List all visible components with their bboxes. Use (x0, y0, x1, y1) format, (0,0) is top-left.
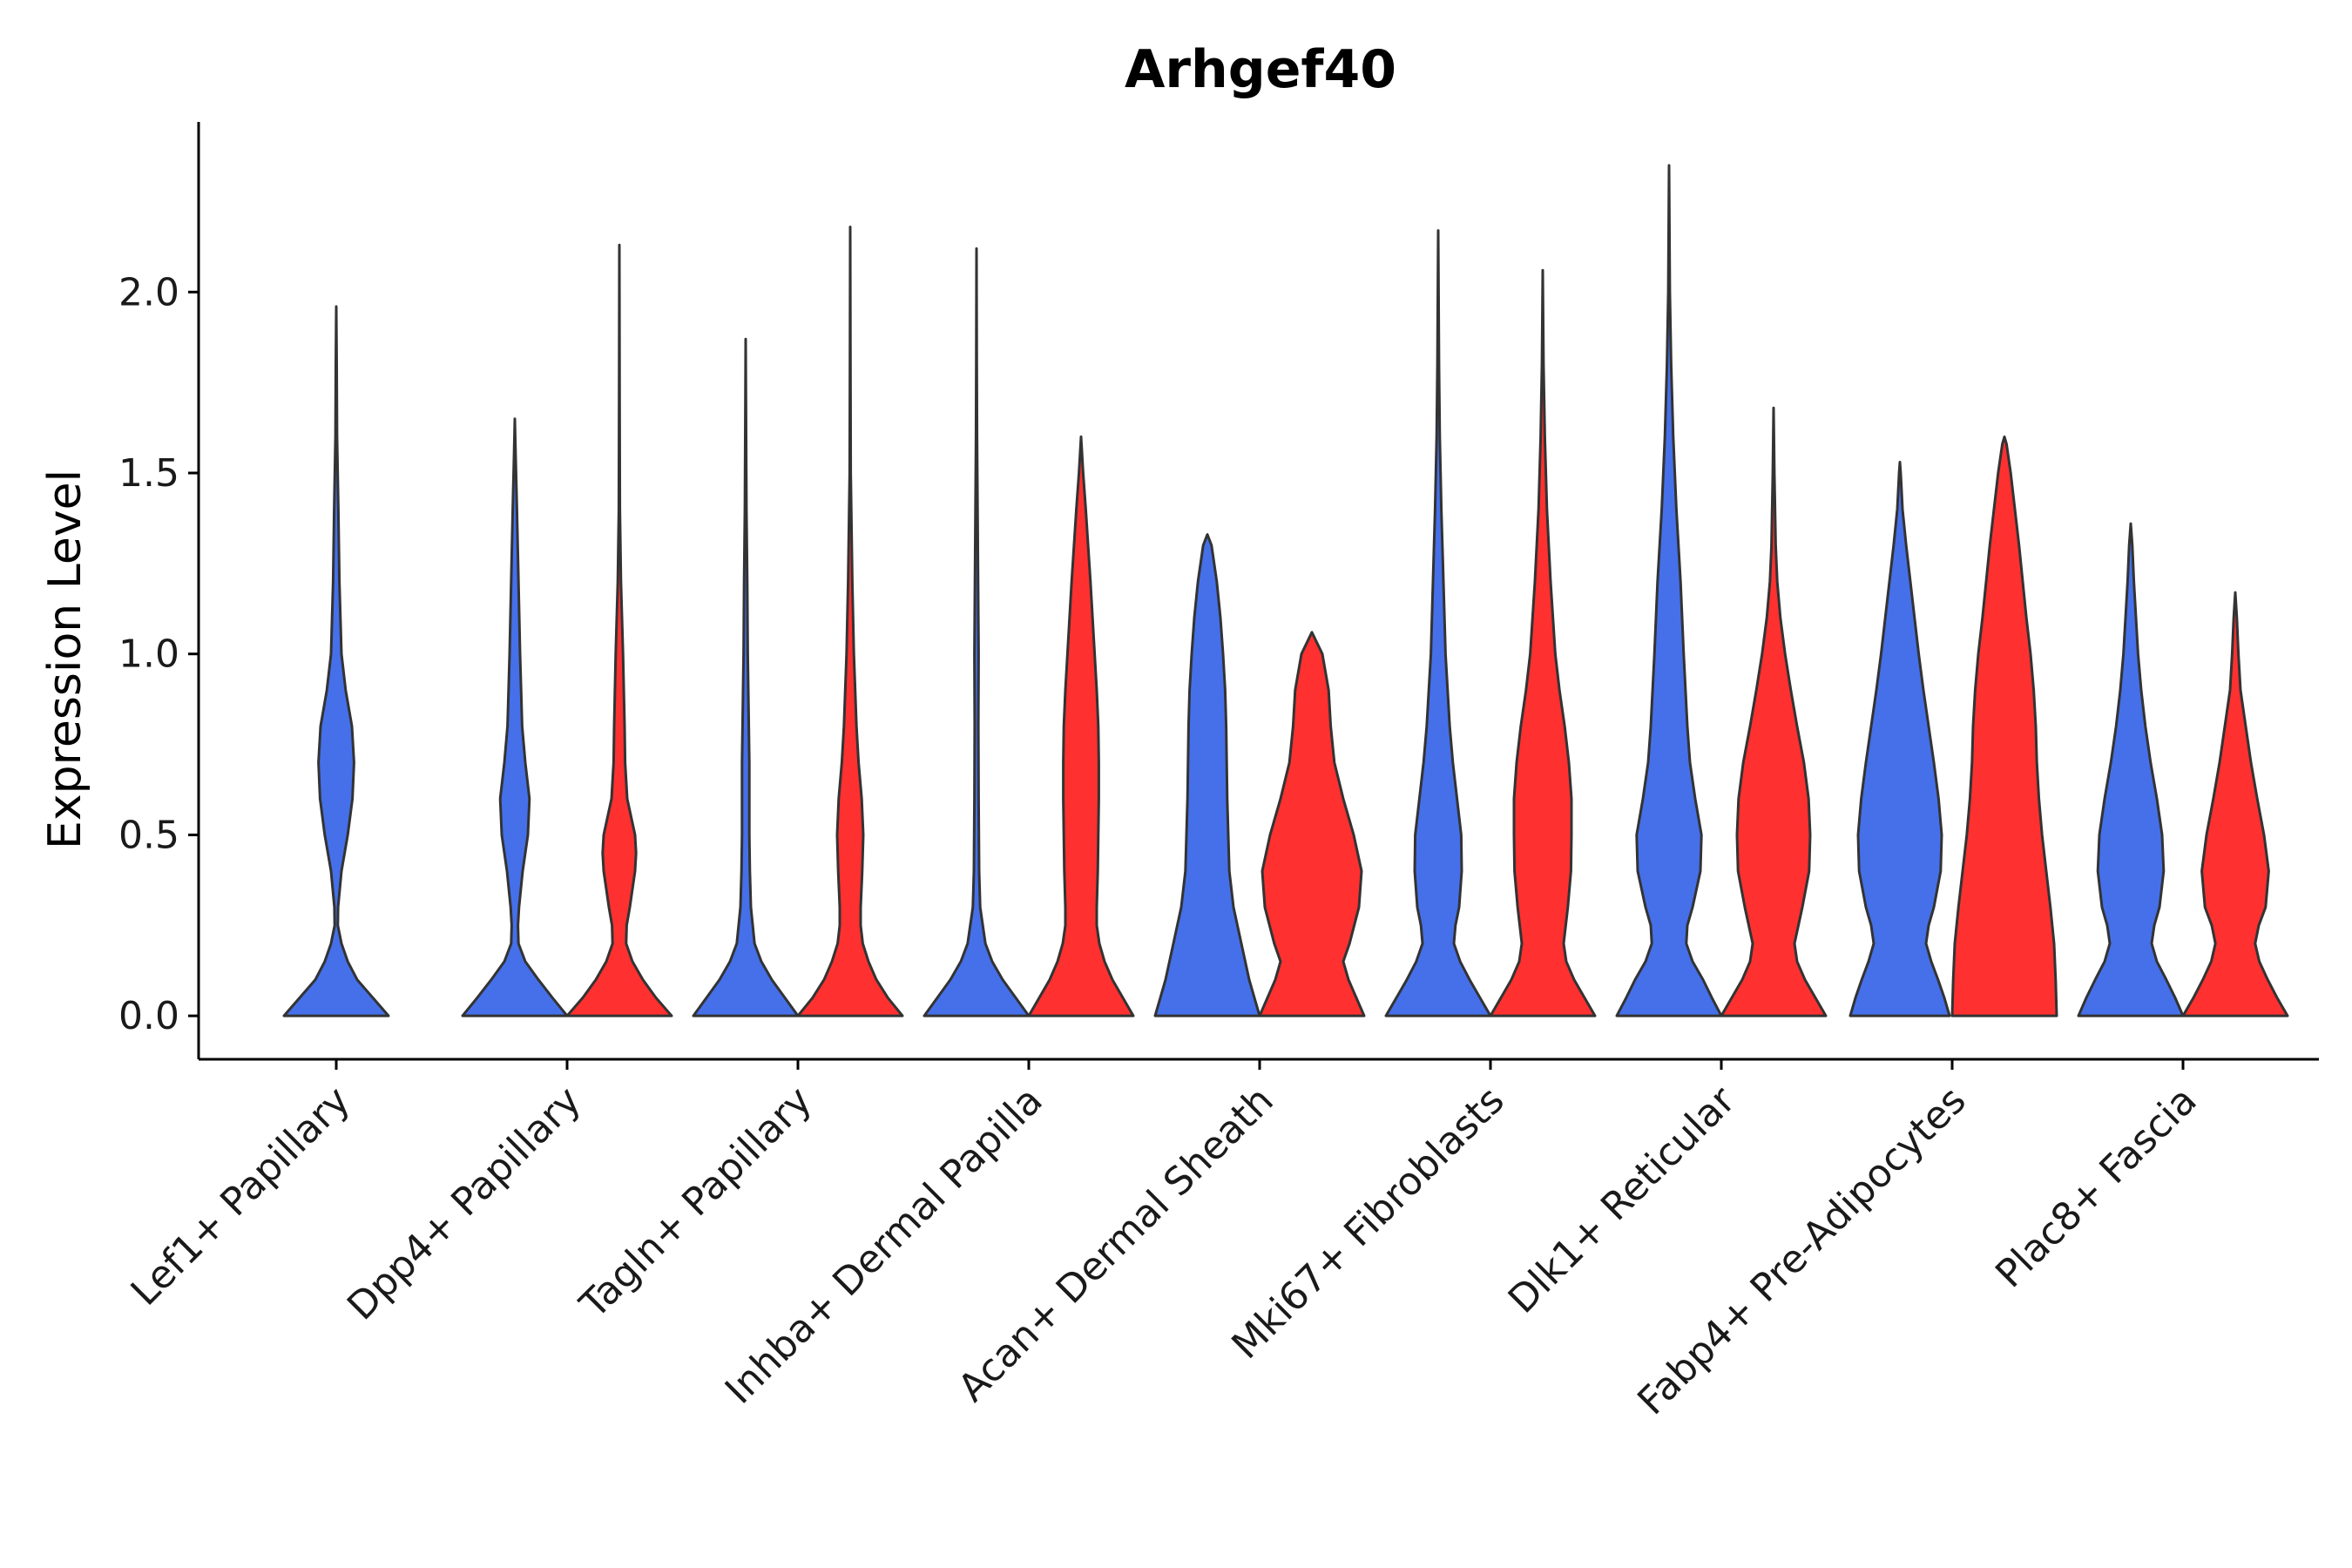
violin-mki67-fibroblasts-blue (1384, 229, 1492, 1017)
violin-inhba-dermal-papilla-red (1027, 435, 1135, 1017)
violin-dlk1-reticular-blue (1615, 164, 1723, 1017)
y-tick-label: 2.0 (118, 270, 179, 314)
violin-tagln-papillary-red (796, 226, 904, 1017)
x-tick-label-dlk1-reticular: Dlk1+ Reticular (1500, 1078, 1745, 1322)
y-tick-label: 0.0 (118, 994, 179, 1038)
x-tick-label-dpp4-papillary: Dpp4+ Papillary (339, 1078, 590, 1329)
violin-dpp4-papillary-blue (461, 417, 569, 1017)
x-tick-label-tagln-papillary: Tagln+ Papillary (571, 1078, 821, 1328)
violin-acan-dermal-sheath-red (1258, 631, 1366, 1017)
violin-fabp4-pre-adipocytes-red (1950, 435, 2058, 1017)
violin-lef1-papillary-blue (282, 305, 390, 1017)
x-tick-label-lef1-papillary: Lef1+ Papillary (123, 1078, 359, 1315)
violin-mki67-fibroblasts-red (1489, 268, 1597, 1017)
y-tick-label: 1.0 (118, 632, 179, 677)
y-tick-label: 0.5 (118, 813, 179, 857)
violin-acan-dermal-sheath-blue (1153, 533, 1261, 1017)
violin-dpp4-papillary-red (565, 243, 673, 1017)
violin-inhba-dermal-papilla-blue (923, 247, 1031, 1017)
violin-tagln-papillary-blue (692, 337, 800, 1017)
chart-title: Arhgef40 (1125, 39, 1396, 100)
violin-plac8-fascia-red (2181, 591, 2289, 1017)
y-tick-label: 1.5 (118, 451, 179, 496)
violins-layer (282, 164, 2289, 1017)
violin-dlk1-reticular-red (1720, 406, 1828, 1017)
violin-fabp4-pre-adipocytes-blue (1848, 461, 1951, 1017)
violin-plac8-fascia-blue (2077, 522, 2185, 1017)
x-tick-label-plac8-fascia: Plac8+ Fascia (1987, 1078, 2206, 1297)
y-axis-label: Expression Level (39, 470, 91, 849)
